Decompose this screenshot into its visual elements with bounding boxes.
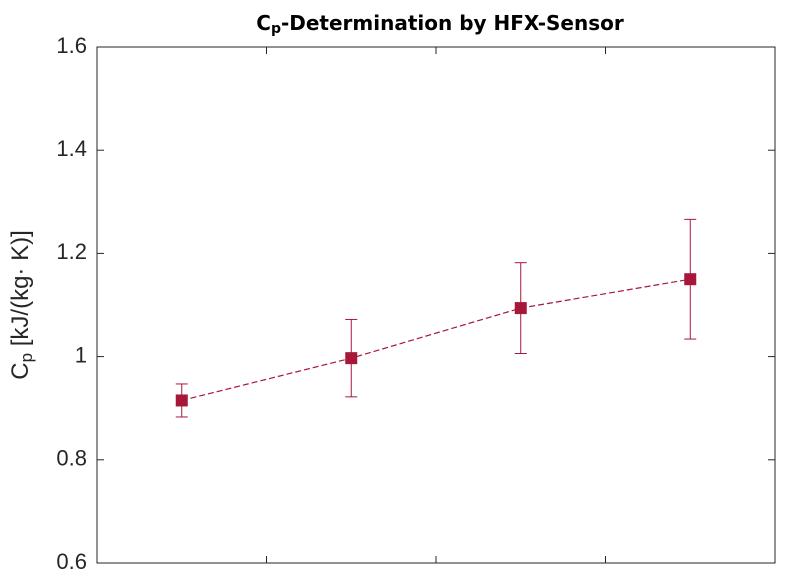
ylabel-part: C xyxy=(7,362,34,379)
ylabel-sub: p xyxy=(17,353,36,362)
title-part: C xyxy=(256,11,271,35)
y-tick-label: 1.2 xyxy=(56,239,87,264)
y-tick-label: 1 xyxy=(75,342,87,367)
y-tick-label: 0.8 xyxy=(56,446,87,471)
plot-frame xyxy=(96,46,776,564)
marker xyxy=(175,394,188,407)
ylabel-part: [kJ/(kg· K)] xyxy=(7,230,34,353)
chart-title: Cp-Determination by HFX-Sensor xyxy=(256,11,624,38)
y-tick-label: 1.6 xyxy=(56,33,87,58)
title-part: -Determination by HFX-Sensor xyxy=(281,11,624,35)
y-axis-label: Cp [kJ/(kg· K)] xyxy=(7,230,36,379)
marker xyxy=(345,352,358,365)
title-sub: p xyxy=(271,21,281,37)
marker xyxy=(514,302,527,315)
data-line xyxy=(181,278,691,402)
y-tick-label: 0.6 xyxy=(56,549,87,574)
y-tick-label: 1.4 xyxy=(56,136,87,161)
marker xyxy=(684,273,697,286)
